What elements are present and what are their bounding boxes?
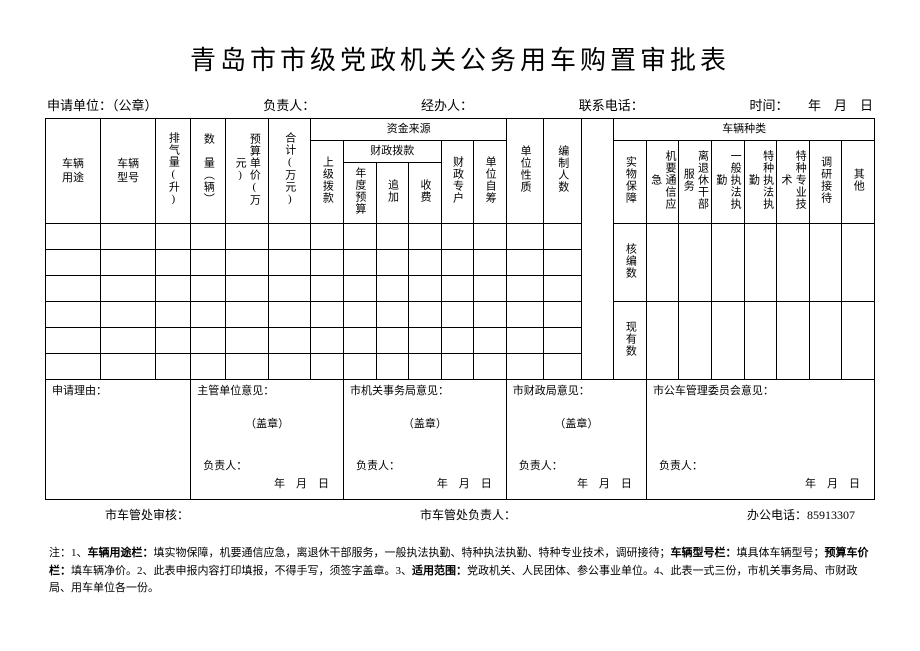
col-existing-count: 现有数 [614,302,647,380]
office-phone-value: 85913307 [807,508,855,522]
apply-unit-label: 申请单位：（公章） [47,95,158,114]
notes-model-text: 填具体车辆型号； [737,547,825,559]
notes-price-text: 填车辆净价。2、此表申报内容打印填报，不得手写，须签字盖章。3、 [71,565,412,577]
col-material-guarantee: 实物保障 [614,141,647,224]
col-fiscal-grant: 财政拨款 [343,141,441,163]
page-title: 青岛市市级党政机关公务用车购置审批表 [45,40,875,77]
supervisor-opinion-cell: 主管单位意见： （盖章） 负责人： 年 月 日 [191,380,344,500]
date-suffix: 年 月 日 [577,477,632,491]
handler-label: 经办人： [421,95,473,114]
main-table: 车辆 用途 车辆 型号 排气量(升) 数 量（辆） 预算单价(万元) 合计(万元… [45,118,875,500]
col-fiscal-account: 财政专户 [441,141,474,224]
col-quantity: 数 量（辆） [191,119,226,224]
affairs-label: 市机关事务局意见： [350,384,500,398]
col-vehicle-type: 车辆种类 [614,119,875,141]
affairs-bureau-cell: 市机关事务局意见： （盖章） 负责人： 年 月 日 [343,380,506,500]
col-addition: 追加 [376,163,409,224]
finance-bureau-cell: 市财政局意见： （盖章） 负责人： 年 月 日 [506,380,646,500]
footer-head-label: 市车管处负责人： [420,506,516,523]
col-unit-nature: 单位性质 [506,119,544,224]
col-other: 其他 [842,141,875,224]
responsible-label: 负责人： [356,459,400,473]
table-row: 核编数 [46,224,875,250]
office-phone-label: 办公电话： [747,508,807,522]
col-annual-budget: 年度预算 [343,163,376,224]
col-confidential-comm: 机要通信应急 [646,141,679,224]
contact-label: 联系电话： [579,95,644,114]
responsible-label: 负责人： [519,459,563,473]
committee-label: 市公车管理委员会意见： [653,384,868,398]
col-total: 合计(万元) [268,119,311,224]
responsible-label: 负责人： [659,459,703,473]
office-phone: 办公电话：85913307 [747,506,855,523]
notes-use-bold: 车辆用途栏： [88,547,154,559]
seal-text: （盖章） [513,417,640,431]
col-retired-cadre: 离退休干部服务 [679,141,712,224]
time-suffix: 年 月 日 [808,98,873,113]
col-spacer [581,119,614,380]
responsible-label: 负责人： [203,459,247,473]
col-special-tech: 特种专业技术 [777,141,810,224]
header-row: 申请单位：（公章） 负责人： 经办人： 联系电话： 时间： 年 月 日 [45,95,875,114]
time-prefix: 时间： [749,98,782,113]
date-suffix: 年 月 日 [805,477,860,491]
head-label: 负责人： [263,95,315,114]
col-higher-grant: 上级拨款 [311,141,344,224]
approval-row: 申请理由： 主管单位意见： （盖章） 负责人： 年 月 日 市机关事务局意见： … [46,380,875,500]
col-displacement: 排气量(升) [156,119,191,224]
supervisor-label: 主管单位意见： [197,384,337,398]
finance-label: 市财政局意见： [513,384,640,398]
apply-reason-cell: 申请理由： [46,380,191,500]
col-staff-count: 编制人数 [544,119,582,224]
audit-label: 市车管处审核： [105,506,189,523]
bus-committee-cell: 市公车管理委员会意见： 负责人： 年 月 日 [646,380,874,500]
col-unit-price: 预算单价(万元) [226,119,269,224]
notes-scope-bold: 适用范围： [412,565,467,577]
col-self-funded: 单位自筹 [474,141,507,224]
date-suffix: 年 月 日 [274,477,329,491]
notes: 注：1、车辆用途栏：填实物保障，机要通信应急，离退休干部服务，一般执法执勤、特种… [45,545,875,598]
footer-row: 市车管处审核： 市车管处负责人： 办公电话：85913307 [45,506,875,523]
notes-prefix: 注：1、 [49,547,88,559]
col-special-law: 特种执法执勤 [744,141,777,224]
col-vehicle-model: 车辆 型号 [101,119,156,224]
time-label: 时间： 年 月 日 [749,95,873,114]
col-research-reception: 调研接待 [809,141,842,224]
col-approved-count: 核编数 [614,224,647,302]
col-fee: 收费 [409,163,442,224]
notes-text1: 填实物保障，机要通信应急，离退休干部服务，一般执法执勤、特种执法执勤、特种专业技… [154,547,671,559]
date-suffix: 年 月 日 [437,477,492,491]
notes-model-bold: 车辆型号栏： [671,547,737,559]
col-fund-source: 资金来源 [311,119,506,141]
table-row: 现有数 [46,302,875,328]
col-general-law: 一般执法执勤 [712,141,745,224]
apply-reason-label: 申请理由： [52,384,184,398]
seal-text: （盖章） [197,417,337,431]
seal-text: （盖章） [350,417,500,431]
col-vehicle-use: 车辆 用途 [46,119,101,224]
